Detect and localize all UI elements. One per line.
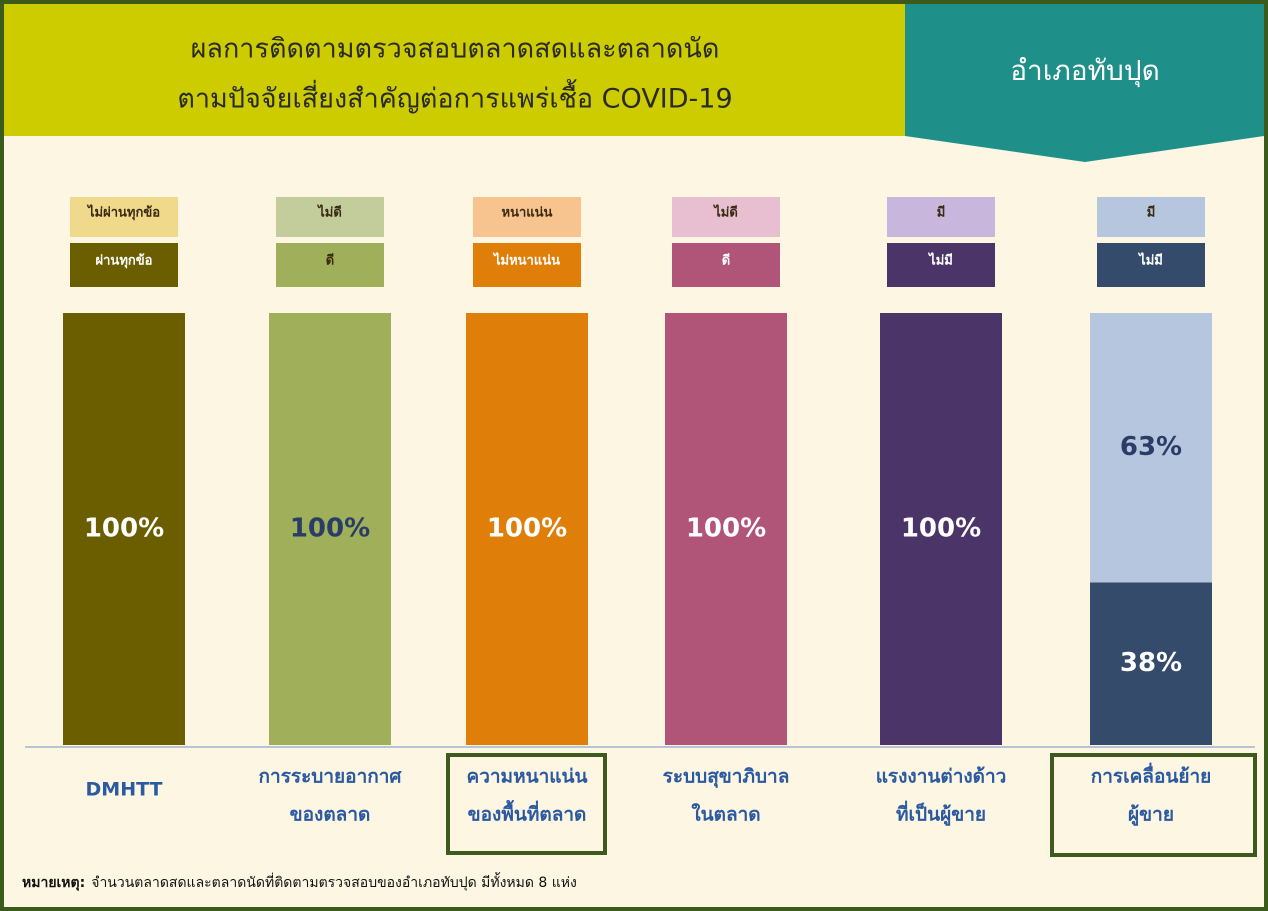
- note: หมายเหตุ: จำนวนตลาดสดและตลาดนัดที่ติดตามต…: [22, 872, 577, 891]
- legend-swatch: [672, 197, 780, 237]
- legend-label: ไม่ดี: [712, 204, 738, 221]
- note-text: จำนวนตลาดสดและตลาดนัดที่ติดตามตรวจสอบของ…: [91, 872, 577, 891]
- category-label: ระบบสุขาภิบาล: [663, 766, 790, 789]
- legend-label: ไม่มี: [1137, 252, 1163, 269]
- legend-label: ไม่ดี: [316, 204, 342, 221]
- title-line: ตามปัจจัยเสี่ยงสำคัญต่อการแพร่เชื้อ COVI…: [177, 79, 732, 115]
- legend-label: ดี: [326, 253, 334, 269]
- legend-swatch: [276, 197, 384, 237]
- legend-swatch: [70, 243, 178, 287]
- value-label: 100%: [84, 514, 164, 544]
- highlight-box: [1050, 753, 1257, 857]
- legend-label: ไม่หนาแน่น: [492, 252, 560, 269]
- bar-segment: [63, 313, 185, 745]
- category-label: ในตลาด: [691, 803, 760, 826]
- bar-segment: [1090, 582, 1212, 745]
- bar-segment: [466, 313, 588, 745]
- legend-swatch: [473, 243, 581, 287]
- bar-segment: [269, 313, 391, 745]
- legend-swatch: [887, 197, 995, 237]
- district-title: อำเภอทับปุด: [1010, 54, 1160, 88]
- note-label: หมายเหตุ:: [22, 875, 85, 891]
- title-banner: [4, 4, 905, 136]
- legend-swatch: [473, 197, 581, 237]
- bar-segment: [880, 313, 1002, 745]
- legend-label: ดี: [722, 253, 730, 269]
- category-label: ของตลาด: [290, 804, 371, 826]
- category-label: ที่เป็นผู้ขาย: [896, 801, 986, 827]
- legend-swatch: [1097, 197, 1205, 237]
- legend-label: ไม่มี: [927, 252, 953, 269]
- bar-segment: [665, 313, 787, 745]
- legend-label: ไม่ผ่านทุกข้อ: [86, 204, 160, 221]
- value-label: 100%: [487, 514, 567, 544]
- district-banner: [905, 4, 1264, 162]
- legend-label: ผ่านทุกข้อ: [96, 253, 153, 269]
- category-label: การระบายอากาศ: [259, 766, 403, 788]
- legend-swatch: [672, 243, 780, 287]
- legend-swatch: [887, 243, 995, 287]
- category-label: ของพื้นที่ตลาด: [468, 800, 587, 826]
- legend-label: หนาแน่น: [502, 206, 553, 221]
- category-label: DMHTT: [86, 779, 163, 801]
- bar-segment: [1090, 313, 1212, 583]
- value-label: 100%: [290, 514, 370, 544]
- value-label: 63%: [1120, 432, 1182, 462]
- title-line: ผลการติดตามตรวจสอบตลาดสดและตลาดนัด: [191, 34, 720, 65]
- category-label: ความหนาแน่น: [467, 766, 588, 788]
- category-label: การเคลื่อนย้าย: [1091, 763, 1212, 788]
- category-label: แรงงานต่างด้าว: [876, 766, 1007, 788]
- value-label: 100%: [901, 514, 981, 544]
- value-label: 100%: [686, 514, 766, 544]
- legend-swatch: [70, 197, 178, 237]
- highlight-box: [446, 753, 607, 855]
- category-label: ผู้ขาย: [1128, 804, 1174, 827]
- legend-swatch: [1097, 243, 1205, 287]
- legend-swatch: [276, 243, 384, 287]
- value-label: 38%: [1120, 648, 1182, 678]
- legend-label: มี: [1147, 205, 1156, 221]
- legend-label: มี: [937, 205, 946, 221]
